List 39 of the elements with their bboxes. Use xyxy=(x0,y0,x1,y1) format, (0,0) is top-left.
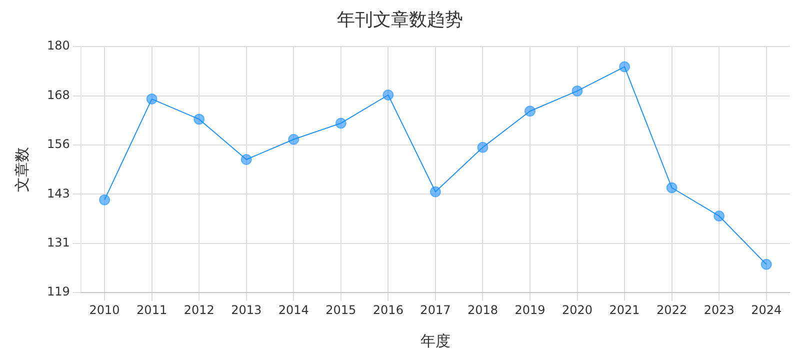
point xyxy=(572,85,583,96)
point xyxy=(240,154,252,166)
point xyxy=(382,89,394,100)
x-tick-label: 2021 xyxy=(609,302,640,317)
x-tick-label: 2020 xyxy=(562,302,593,317)
y-tick-label: 168 xyxy=(47,88,70,102)
point xyxy=(619,61,630,72)
x-tick-label: 2016 xyxy=(372,302,404,317)
point xyxy=(288,134,300,145)
x-tick-label: 2013 xyxy=(231,302,262,317)
x-axis-title: 年度 xyxy=(420,332,450,350)
x-tick-label: 2022 xyxy=(656,302,688,317)
point xyxy=(194,114,205,125)
point xyxy=(760,258,772,270)
point xyxy=(99,194,110,206)
y-tick-label: 143 xyxy=(47,186,70,200)
y-tick-label: 156 xyxy=(47,137,70,152)
x-tick-label: 2019 xyxy=(514,302,546,317)
x-tick-label: 2011 xyxy=(136,302,168,317)
x-tick-label: 2014 xyxy=(278,302,309,317)
x-tick-label: 2018 xyxy=(467,302,498,317)
y-axis-title: 文章数 xyxy=(12,147,31,192)
point xyxy=(714,210,725,222)
x-tick-label: 2024 xyxy=(751,302,782,317)
point xyxy=(666,182,678,194)
point xyxy=(430,186,441,198)
x-tick-label: 2015 xyxy=(326,302,356,317)
chart-title: 年刊文章数趋势 xyxy=(337,9,463,30)
point xyxy=(477,142,488,153)
y-tick-label: 180 xyxy=(47,38,70,53)
x-tick-label: 2010 xyxy=(89,302,120,317)
y-tick-label: 119 xyxy=(47,284,70,299)
x-tick-label: 2012 xyxy=(184,302,214,317)
point xyxy=(146,94,158,105)
y-tick-label: 131 xyxy=(47,236,70,250)
point xyxy=(335,118,346,129)
point xyxy=(524,106,536,117)
x-tick-label: 2023 xyxy=(704,302,734,317)
x-tick-label: 2017 xyxy=(420,302,451,317)
